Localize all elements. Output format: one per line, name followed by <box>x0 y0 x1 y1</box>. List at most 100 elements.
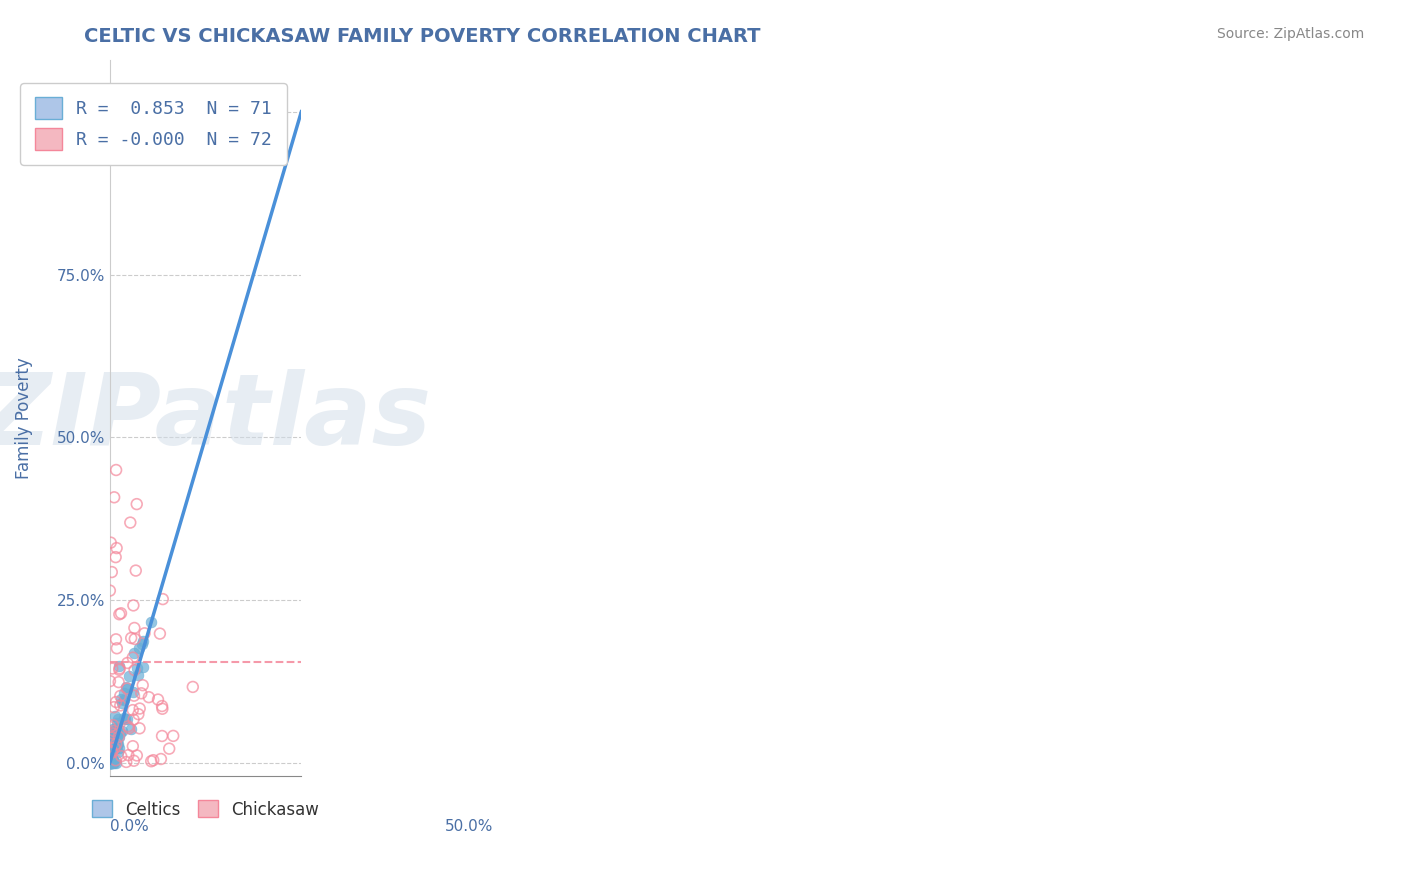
Point <box>110 689 132 703</box>
Point <box>141 754 163 768</box>
Point <box>101 731 124 746</box>
Point <box>150 702 173 716</box>
Point <box>103 725 125 739</box>
Point <box>110 749 132 764</box>
Point <box>100 755 122 769</box>
Point <box>107 741 129 756</box>
Text: Source: ZipAtlas.com: Source: ZipAtlas.com <box>1216 27 1364 41</box>
Point <box>114 686 136 700</box>
Point <box>100 756 122 771</box>
Point <box>111 696 134 710</box>
Point <box>114 680 136 694</box>
Point <box>100 751 122 765</box>
Point <box>105 541 128 555</box>
Point <box>181 680 204 694</box>
Point <box>108 726 131 740</box>
Point <box>101 753 124 767</box>
Point <box>108 659 131 673</box>
Point <box>115 681 138 696</box>
Point <box>105 738 128 752</box>
Point <box>100 747 122 761</box>
Point <box>114 712 136 726</box>
Point <box>108 607 131 622</box>
Point <box>103 742 125 756</box>
Point <box>115 712 138 726</box>
Point <box>121 650 143 665</box>
Point <box>105 716 128 731</box>
Point <box>98 583 121 598</box>
Point <box>104 695 127 709</box>
Point <box>125 748 148 763</box>
Point <box>138 690 160 705</box>
Legend: Celtics, Chickasaw: Celtics, Chickasaw <box>86 794 326 825</box>
Point <box>103 756 125 771</box>
Point <box>150 729 173 743</box>
Point <box>112 693 135 707</box>
Point <box>100 535 122 549</box>
Point <box>104 632 127 647</box>
Text: CELTIC VS CHICKASAW FAMILY POVERTY CORRELATION CHART: CELTIC VS CHICKASAW FAMILY POVERTY CORRE… <box>84 27 761 45</box>
Point <box>103 756 125 771</box>
Point <box>100 755 122 769</box>
Point <box>124 663 146 677</box>
Point <box>100 756 122 771</box>
Point <box>104 550 127 565</box>
Point <box>98 756 121 771</box>
Point <box>98 732 121 747</box>
Point <box>112 711 135 725</box>
Point <box>121 685 143 699</box>
Point <box>125 660 148 674</box>
Point <box>98 756 121 771</box>
Point <box>107 730 129 744</box>
Point <box>98 756 121 771</box>
Point <box>104 753 127 767</box>
Point <box>101 731 124 745</box>
Point <box>120 631 142 645</box>
Point <box>124 632 146 646</box>
Point <box>105 736 128 750</box>
Point <box>128 701 150 715</box>
Point <box>131 636 153 650</box>
Point <box>103 730 125 744</box>
Point <box>101 739 124 753</box>
Point <box>103 723 125 738</box>
Point <box>110 698 132 713</box>
Point <box>104 708 127 723</box>
Point <box>101 744 124 758</box>
Point <box>105 641 128 656</box>
Point <box>101 736 124 750</box>
Point <box>121 703 143 717</box>
Point <box>98 720 121 734</box>
Point <box>150 699 173 714</box>
Point <box>141 615 163 629</box>
Point <box>121 739 143 754</box>
Point <box>100 565 122 579</box>
Point <box>152 592 174 607</box>
Point <box>98 674 121 689</box>
Point <box>107 712 129 726</box>
Point <box>134 626 156 640</box>
Point <box>107 737 129 751</box>
Text: ZIPatlas: ZIPatlas <box>0 369 432 467</box>
Point <box>105 725 128 739</box>
Point <box>105 732 128 747</box>
Point <box>117 719 139 733</box>
Point <box>100 756 122 771</box>
Text: 0.0%: 0.0% <box>110 819 149 834</box>
Point <box>101 754 124 768</box>
Point <box>101 661 124 675</box>
Point <box>120 723 142 737</box>
Point <box>104 756 127 771</box>
Point <box>131 686 153 700</box>
Point <box>100 756 122 771</box>
Point <box>110 607 132 621</box>
Point <box>101 722 124 736</box>
Point <box>125 497 148 511</box>
Point <box>107 745 129 759</box>
Point <box>117 748 139 763</box>
Point <box>132 678 155 692</box>
Point <box>127 667 149 681</box>
Point <box>128 640 150 655</box>
Point <box>118 669 141 683</box>
Point <box>117 656 139 670</box>
